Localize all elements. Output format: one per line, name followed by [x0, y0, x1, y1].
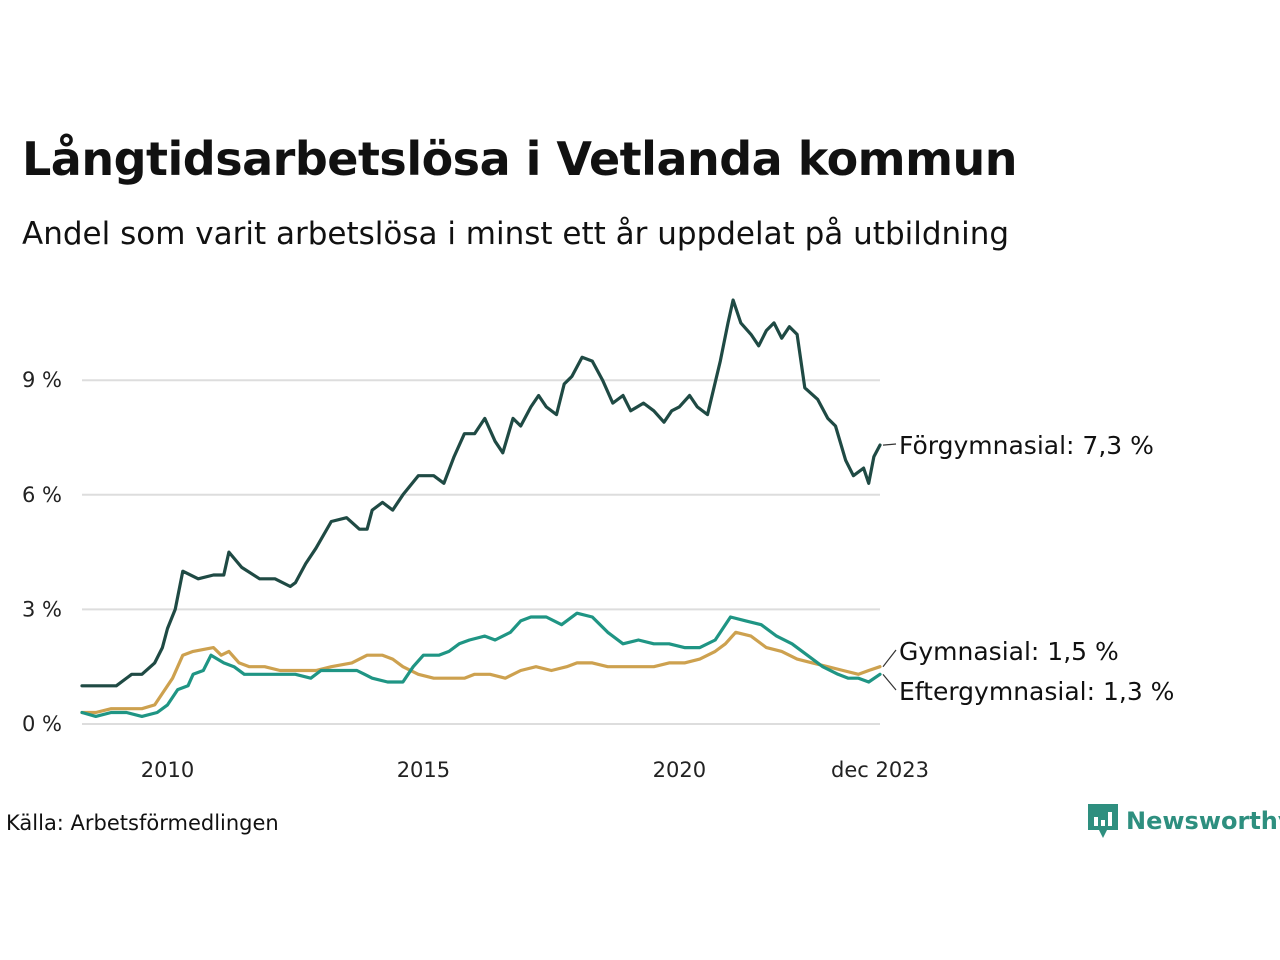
x-tick-label: dec 2023 — [831, 758, 929, 782]
newsworthy-logo[interactable]: Newsworthy — [1088, 804, 1280, 838]
y-tick-label: 6 % — [22, 483, 62, 507]
series-label-connector — [882, 649, 897, 668]
x-tick-label: 2020 — [653, 758, 706, 782]
chart-subtitle: Andel som varit arbetslösa i minst ett å… — [22, 216, 1010, 252]
x-tick-label: 2010 — [141, 758, 194, 782]
source-note: Källa: Arbetsförmedlingen — [6, 811, 279, 835]
brand-name: Newsworthy — [1126, 807, 1280, 835]
y-tick-label: 0 % — [22, 712, 62, 736]
series-line-eftergymnasial — [80, 611, 882, 718]
x-tick-label: 2015 — [397, 758, 450, 782]
chart-title: Långtidsarbetslösa i Vetlanda kommun — [22, 132, 1018, 186]
series-line-gymnasial — [80, 630, 882, 715]
y-tick-label: 9 % — [22, 368, 62, 392]
series-label-connector — [882, 673, 897, 691]
series-end-label: Förgymnasial: 7,3 % — [899, 431, 1154, 460]
y-tick-label: 3 % — [22, 597, 62, 621]
series-end-label: Gymnasial: 1,5 % — [899, 637, 1119, 666]
newsworthy-bar-chart-icon — [1088, 804, 1118, 838]
series-label-connector — [882, 443, 897, 446]
series-end-label: Eftergymnasial: 1,3 % — [899, 677, 1174, 706]
series-line-förgymnasial — [80, 298, 882, 688]
